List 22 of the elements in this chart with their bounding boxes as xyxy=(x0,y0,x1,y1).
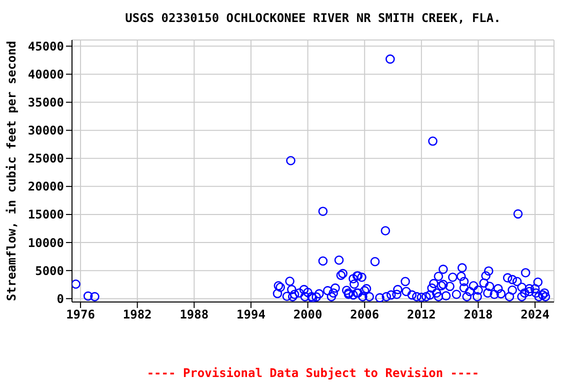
y-tick-label: 10000 xyxy=(28,236,64,250)
x-tick-label: 2006 xyxy=(350,308,380,322)
y-tick-label: 0 xyxy=(56,292,64,306)
y-tick-label: 30000 xyxy=(28,124,64,138)
chart-title: USGS 02330150 OCHLOCKONEE RIVER NR SMITH CREEK, FLA. xyxy=(124,11,502,25)
x-tick-label: 1976 xyxy=(66,308,95,322)
x-tick-label: 2024 xyxy=(520,308,550,322)
y-tick-label: 5000 xyxy=(35,264,64,278)
text: ---- Provisional Data Subject to Revision ---- xyxy=(146,366,480,380)
y-tick-label: 45000 xyxy=(28,39,64,54)
y-tick-label: 35000 xyxy=(28,96,64,110)
x-tick-label: 2018 xyxy=(464,308,493,322)
y-axis-title: Streamflow, in cubic feet per second xyxy=(4,40,18,302)
x-tick-label: 2000 xyxy=(293,308,322,322)
x-tick-label: 1994 xyxy=(236,308,266,322)
y-tick-label: 40000 xyxy=(28,67,64,82)
y-tick-label: 15000 xyxy=(28,208,64,222)
y-tick-label: 25000 xyxy=(28,152,64,166)
y-tick-label: 20000 xyxy=(28,180,64,194)
x-tick-label: 1988 xyxy=(180,308,209,322)
x-tick-label: 1982 xyxy=(122,308,152,322)
x-tick-label: 2012 xyxy=(406,308,436,322)
